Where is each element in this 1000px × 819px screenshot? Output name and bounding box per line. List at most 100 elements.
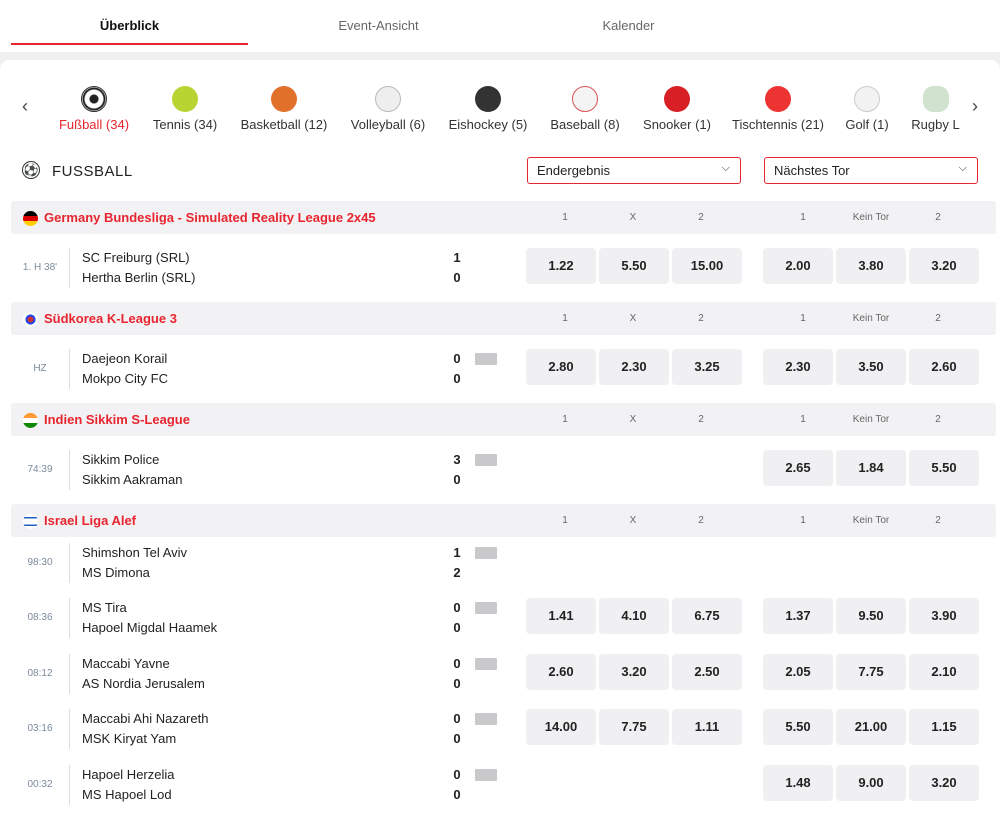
odds-button[interactable]: 15.00 <box>672 248 742 284</box>
league-header[interactable]: Germany Bundesliga - Simulated Reality L… <box>11 201 996 234</box>
golf-ball-icon <box>854 86 880 112</box>
odds-button[interactable]: 9.00 <box>836 765 906 801</box>
match-row[interactable]: 98:30 Shimshon Tel Aviv MS Dimona 1 2 <box>11 543 996 583</box>
market-select-final-result[interactable]: Endergebnis ⌵ <box>527 157 741 184</box>
odds-button[interactable]: 5.50 <box>763 709 833 745</box>
odds-button[interactable]: 9.50 <box>836 598 906 634</box>
odds-button[interactable]: 2.05 <box>763 654 833 690</box>
odds-button[interactable]: 3.20 <box>909 248 979 284</box>
odds-button[interactable]: 4.10 <box>599 598 669 634</box>
odds-button[interactable]: 6.75 <box>672 598 742 634</box>
odds-button[interactable]: 3.25 <box>672 349 742 385</box>
odds-button[interactable]: 5.50 <box>599 248 669 284</box>
live-stats-icon[interactable] <box>475 454 497 466</box>
sport-item-volleyball[interactable]: Volleyball (6) <box>348 86 428 134</box>
home-score: 0 <box>453 600 461 615</box>
live-stats-icon[interactable] <box>475 658 497 670</box>
section-title: FUSSBALL <box>52 163 133 180</box>
odds-button[interactable]: 1.48 <box>763 765 833 801</box>
odds-button[interactable]: 3.90 <box>909 598 979 634</box>
israel-flag-icon <box>23 514 38 529</box>
sport-item-tennis[interactable]: Tennis (34) <box>150 86 220 134</box>
odds-button[interactable]: 2.30 <box>763 349 833 385</box>
odds-button[interactable]: 21.00 <box>836 709 906 745</box>
match-row[interactable]: 08:36 MS Tira Hapoel Migdal Haamek 0 0 <box>11 598 996 638</box>
column-header: 2 <box>935 515 941 526</box>
match-row[interactable]: 1. H 38' SC Freiburg (SRL) Hertha Berlin (… <box>11 248 996 288</box>
odds-button[interactable]: 1.15 <box>909 709 979 745</box>
live-stats-icon[interactable] <box>475 769 497 781</box>
odds-button[interactable]: 1.11 <box>672 709 742 745</box>
odds-button[interactable]: 2.10 <box>909 654 979 690</box>
odds-button[interactable]: 5.50 <box>909 450 979 486</box>
odds-button[interactable]: 1.41 <box>526 598 596 634</box>
match-row[interactable]: 00:32 Hapoel Herzelia MS Hapoel Lod 0 0 <box>11 765 996 805</box>
home-score: 1 <box>453 250 461 265</box>
home-team: Maccabi Ahi Nazareth <box>82 711 209 726</box>
match-row[interactable]: HZ Daejeon Korail Mokpo City FC 0 0 <box>11 349 996 389</box>
match-time: 03:16 <box>27 723 53 734</box>
away-team: Mokpo City FC <box>82 371 168 386</box>
baseball-icon <box>572 86 598 112</box>
away-team: Sikkim Aakraman <box>82 472 183 487</box>
divider <box>69 654 70 694</box>
odds-button[interactable]: 3.50 <box>836 349 906 385</box>
sport-item-golf[interactable]: Golf (1) <box>844 86 890 134</box>
odds-button[interactable]: 2.60 <box>909 349 979 385</box>
india-flag-icon <box>23 413 38 428</box>
odds-button[interactable]: 7.75 <box>836 654 906 690</box>
sport-item-table-tennis[interactable]: Tischtennis (21) <box>732 86 824 134</box>
tab-overview[interactable]: Überblick <box>99 18 160 33</box>
match-row[interactable]: 03:16 Maccabi Ahi Nazareth MSK Kiryat Yam 0… <box>11 709 996 749</box>
sport-item-basketball[interactable]: Basketball (12) <box>240 86 328 134</box>
live-stats-icon[interactable] <box>475 602 497 614</box>
odds-button[interactable]: 1.22 <box>526 248 596 284</box>
tab-calendar[interactable]: Kalender <box>602 18 655 33</box>
live-stats-icon[interactable] <box>475 353 497 365</box>
sport-item-rugby[interactable]: Rugby L <box>908 86 963 134</box>
odds-button[interactable]: 3.20 <box>909 765 979 801</box>
column-header: 2 <box>698 212 704 223</box>
odds-button[interactable]: 3.80 <box>836 248 906 284</box>
home-score: 0 <box>453 711 461 726</box>
away-team: Hertha Berlin (SRL) <box>82 270 196 285</box>
match-time: 08:12 <box>27 668 53 679</box>
league-header[interactable]: Südkorea K-League 3 1 X 2 1 Kein Tor 2 <box>11 302 996 335</box>
odds-button[interactable]: 7.75 <box>599 709 669 745</box>
match-row[interactable]: 08:12 Maccabi Yavne AS Nordia Jerusalem 0 0 <box>11 654 996 694</box>
sport-item-ice-hockey[interactable]: Eishockey (5) <box>448 86 528 134</box>
chevron-right-icon[interactable]: › <box>972 96 978 116</box>
odds-button[interactable]: 3.20 <box>599 654 669 690</box>
sport-item-snooker[interactable]: Snooker (1) <box>642 86 712 134</box>
odds-button[interactable]: 1.37 <box>763 598 833 634</box>
sport-item-football[interactable]: Fußball (34) <box>58 86 130 134</box>
odds-button[interactable]: 2.00 <box>763 248 833 284</box>
live-stats-icon[interactable] <box>475 547 497 559</box>
home-team: MS Tira <box>82 600 127 615</box>
league-header[interactable]: Indien Sikkim S-League 1 X 2 1 Kein Tor 2 <box>11 403 996 436</box>
column-header: 1 <box>562 212 568 223</box>
live-stats-icon[interactable] <box>475 713 497 725</box>
market-select-next-goal[interactable]: Nächstes Tor ⌵ <box>764 157 978 184</box>
top-tabs: Überblick Event-Ansicht Kalender <box>0 0 1000 52</box>
sport-label: Tennis (34) <box>152 117 218 132</box>
odds-button[interactable]: 1.84 <box>836 450 906 486</box>
match-row[interactable]: 74:39 Sikkim Police Sikkim Aakraman 3 0 <box>11 450 996 490</box>
chevron-down-icon: ⌵ <box>721 162 730 174</box>
sport-item-baseball[interactable]: Baseball (8) <box>548 86 622 134</box>
column-header: 2 <box>698 414 704 425</box>
odds-button[interactable]: 2.30 <box>599 349 669 385</box>
home-team: SC Freiburg (SRL) <box>82 250 190 265</box>
odds-button[interactable]: 14.00 <box>526 709 596 745</box>
odds-button[interactable]: 2.50 <box>672 654 742 690</box>
column-header: 1 <box>800 313 806 324</box>
league-header[interactable]: Israel Liga Alef 1 X 2 1 Kein Tor 2 <box>11 504 996 537</box>
home-score: 1 <box>453 545 461 560</box>
odds-button[interactable]: 2.65 <box>763 450 833 486</box>
tab-event-view[interactable]: Event-Ansicht <box>338 18 419 33</box>
chevron-left-icon[interactable]: ‹ <box>22 96 28 116</box>
market-select-value: Nächstes Tor <box>774 163 850 178</box>
column-header: 2 <box>935 212 941 223</box>
odds-button[interactable]: 2.80 <box>526 349 596 385</box>
odds-button[interactable]: 2.60 <box>526 654 596 690</box>
